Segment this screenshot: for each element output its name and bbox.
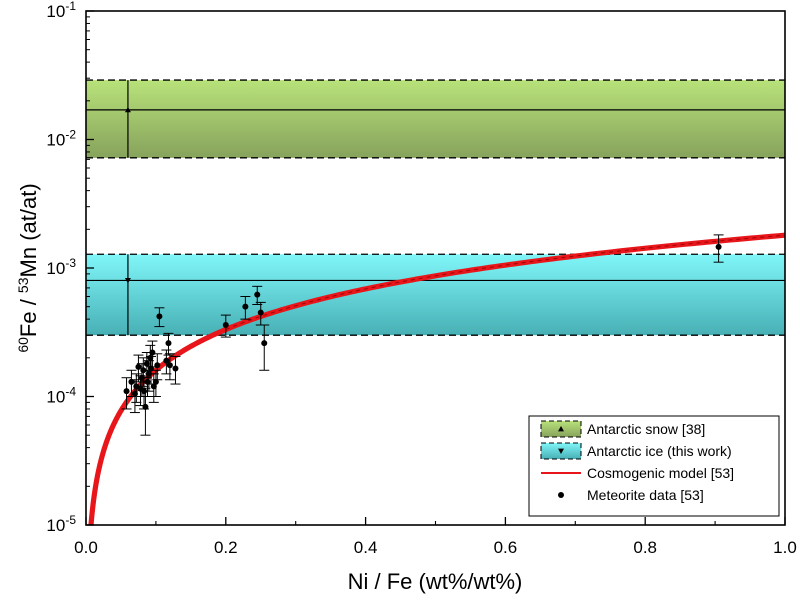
data-point bbox=[259, 324, 270, 371]
legend-item: Meteorite data [53] bbox=[558, 487, 704, 503]
data-point bbox=[164, 353, 175, 381]
x-tick-label: 0.4 bbox=[354, 538, 378, 557]
legend-marker bbox=[558, 448, 564, 454]
band-1-fill bbox=[86, 254, 785, 336]
x-axis-title: Ni / Fe (wt%/wt%) bbox=[348, 569, 523, 594]
point-marker bbox=[715, 243, 722, 250]
legend-item: Cosmogenic model [53] bbox=[541, 465, 734, 481]
model-curve-dash-overlay bbox=[225, 234, 785, 331]
y-tick-label: 10-5 bbox=[46, 513, 76, 535]
point-marker bbox=[143, 360, 150, 367]
data-point bbox=[154, 307, 165, 328]
data-point bbox=[150, 369, 161, 397]
point-marker bbox=[135, 363, 142, 370]
data-point bbox=[148, 373, 159, 403]
legend-item: Antarctic ice (this work) bbox=[540, 442, 732, 460]
point-marker bbox=[123, 388, 130, 395]
x-tick-label: 0.6 bbox=[494, 538, 518, 557]
model-curve bbox=[88, 232, 785, 525]
bands-layer bbox=[86, 79, 785, 336]
data-point bbox=[713, 234, 724, 263]
point-marker bbox=[150, 383, 157, 390]
data-point bbox=[121, 377, 132, 410]
point-marker bbox=[172, 365, 179, 372]
x-tick-label: 0.2 bbox=[214, 538, 238, 557]
legend-dot bbox=[558, 492, 564, 498]
legend-item: Antarctic snow [38] bbox=[540, 420, 705, 438]
model-layer bbox=[88, 232, 785, 525]
point-marker bbox=[142, 403, 149, 410]
points-layer bbox=[121, 234, 724, 436]
data-point bbox=[170, 355, 181, 385]
x-tick-label: 0.8 bbox=[633, 538, 657, 557]
data-point bbox=[240, 296, 251, 320]
point-marker bbox=[242, 303, 249, 310]
data-point bbox=[220, 314, 231, 338]
data-point bbox=[163, 332, 174, 356]
y-tick-label: 10-4 bbox=[46, 385, 76, 407]
x-tick-label: 1.0 bbox=[773, 538, 797, 557]
point-marker bbox=[154, 362, 161, 369]
point-marker bbox=[163, 357, 170, 364]
point-marker bbox=[131, 390, 138, 397]
point-marker bbox=[254, 291, 261, 298]
point-marker bbox=[257, 309, 264, 316]
data-point bbox=[152, 353, 163, 381]
y-tick-label: 10-3 bbox=[46, 256, 76, 278]
legend: Antarctic snow [38] Antarctic ice (this w… bbox=[528, 415, 780, 517]
point-marker bbox=[152, 378, 159, 385]
point-marker bbox=[156, 313, 163, 320]
legend-marker bbox=[558, 426, 564, 432]
y-tick-label: 10-1 bbox=[46, 0, 76, 21]
point-marker bbox=[149, 349, 156, 356]
band-0-fill bbox=[86, 80, 785, 158]
point-marker bbox=[165, 340, 172, 347]
legend-label: Antarctic snow [38] bbox=[587, 421, 705, 437]
point-marker bbox=[222, 322, 229, 329]
x-tick-label: 0.0 bbox=[74, 538, 98, 557]
y-axis-title: 60Fe / 53Mn (at/at) bbox=[15, 183, 41, 352]
legend-label: Meteorite data [53] bbox=[587, 487, 704, 503]
band-0-marker bbox=[124, 106, 131, 113]
point-marker bbox=[166, 362, 173, 369]
legend-label: Cosmogenic model [53] bbox=[587, 465, 734, 481]
legend-label: Antarctic ice (this work) bbox=[587, 443, 732, 459]
y-tick-label: 10-2 bbox=[46, 128, 76, 150]
point-marker bbox=[128, 378, 135, 385]
point-marker bbox=[261, 340, 268, 347]
band-1-marker bbox=[124, 278, 131, 284]
x-axis: 0.0 0.2 0.4 0.6 0.8 1.0 bbox=[74, 517, 797, 557]
y-axis: 10-5 10-4 10-3 10-2 10-1 bbox=[46, 0, 94, 535]
